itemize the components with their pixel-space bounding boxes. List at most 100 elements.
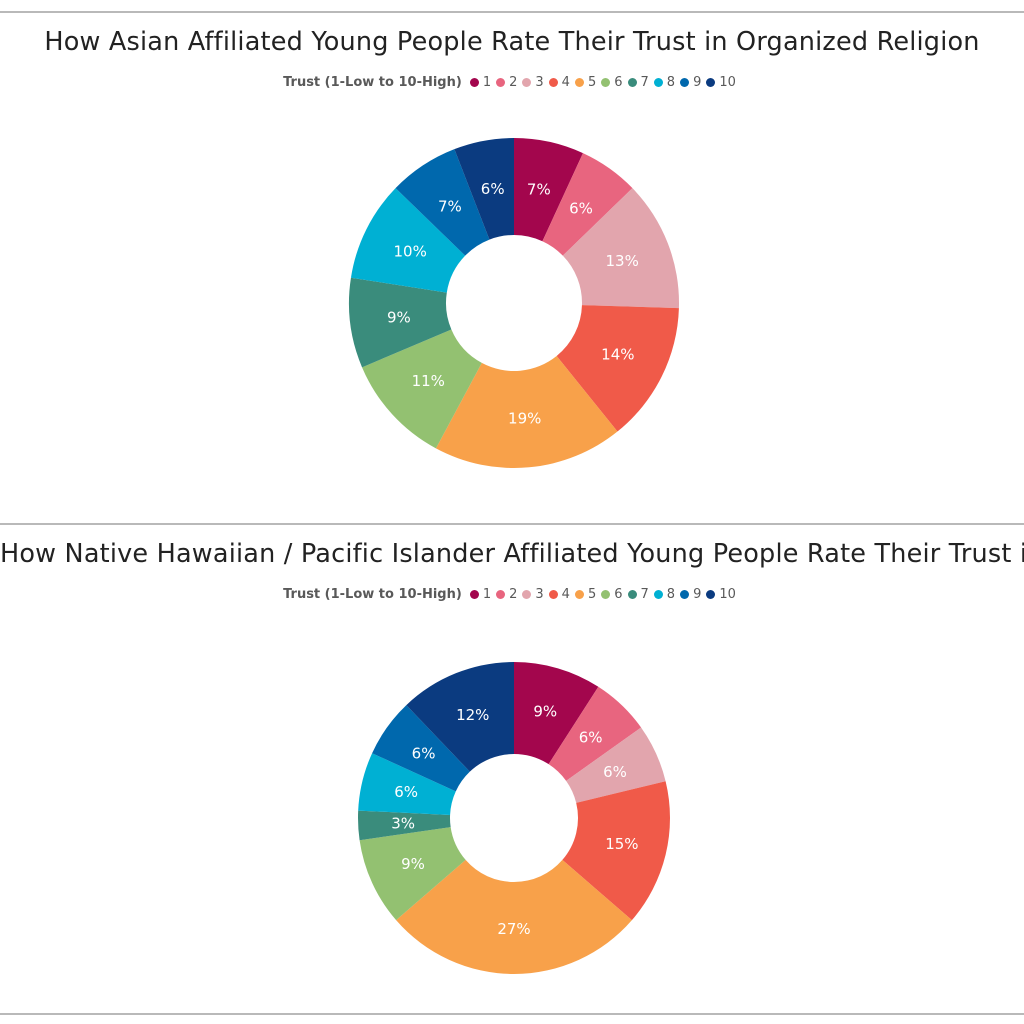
donut-slice-3 <box>566 727 666 803</box>
data-label: 7% <box>438 197 462 215</box>
data-label: 3% <box>391 814 415 832</box>
legend-item-5: 5 <box>574 587 597 602</box>
legend-swatch <box>680 78 690 87</box>
donut-slice-2 <box>542 153 633 256</box>
donut-chart: 9%6%6%15%27%9%3%6%6%12% <box>358 662 670 974</box>
legend-swatch <box>522 590 532 599</box>
legend-label: 3 <box>535 75 544 90</box>
legend-swatch <box>548 590 558 599</box>
legend-label: 9 <box>693 75 702 90</box>
data-label: 6% <box>603 763 627 781</box>
legend-item-7: 7 <box>627 587 649 602</box>
legend-label: 6 <box>614 75 623 90</box>
donut-slice-8 <box>350 188 466 293</box>
donut-slice-9 <box>372 705 470 792</box>
legend-label: 1 <box>482 75 492 90</box>
legend-label: 10 <box>719 75 736 90</box>
bottom-border <box>0 1013 1024 1015</box>
donut-slice-1 <box>514 138 583 242</box>
divider <box>0 523 1024 525</box>
legend-item-7: 7 <box>627 75 649 90</box>
legend-swatch <box>680 590 690 599</box>
donut-slice-6 <box>359 827 466 921</box>
donut-slice-5 <box>435 355 618 468</box>
legend-item-6: 6 <box>601 75 623 90</box>
donut-slice-2 <box>548 686 642 781</box>
chart-legend: Trust (1-Low to 10-High) 1 2 3 4 5 6 7 8 9 10 <box>0 75 1024 90</box>
data-label: 14% <box>601 346 634 364</box>
legend-item-8: 8 <box>653 587 676 602</box>
legend-item-2: 2 <box>496 75 517 90</box>
donut-slice-7 <box>349 277 452 368</box>
data-label: 11% <box>412 372 445 390</box>
data-label: 19% <box>508 410 541 428</box>
legend-item-5: 5 <box>574 75 597 90</box>
donut-slice-4 <box>556 305 679 432</box>
data-label: 6% <box>412 745 436 763</box>
legend-swatch <box>496 590 506 599</box>
legend-item-4: 4 <box>548 587 570 602</box>
legend-label: 7 <box>640 587 649 602</box>
legend-item-10: 10 <box>706 75 736 90</box>
legend-swatch <box>601 78 611 87</box>
legend-item-3: 3 <box>522 587 544 602</box>
donut-slice-10 <box>406 662 514 772</box>
legend-swatch <box>469 590 479 599</box>
data-label: 9% <box>387 308 411 326</box>
legend-swatch <box>601 590 611 599</box>
legend-label: 9 <box>693 587 702 602</box>
donut-slice-6 <box>362 329 482 449</box>
legend-label: 3 <box>535 587 544 602</box>
legend-item-6: 6 <box>601 587 623 602</box>
donut-slice-4 <box>562 781 670 921</box>
chart-panel-asian: How Asian Affiliated Young People Rate T… <box>0 13 1024 523</box>
legend-swatch <box>469 78 479 87</box>
donut-slice-7 <box>358 810 451 841</box>
legend-item-10: 10 <box>706 587 736 602</box>
donut-slice-1 <box>514 662 599 765</box>
legend-label: 5 <box>587 75 597 90</box>
legend-swatch <box>548 78 558 87</box>
donut-slice-9 <box>395 149 490 256</box>
legend-item-3: 3 <box>522 75 544 90</box>
data-label: 10% <box>393 242 426 260</box>
legend-title: Trust (1-Low to 10-High) <box>283 75 462 90</box>
legend-label: 10 <box>719 587 736 602</box>
donut-chart: 7% 6% 13% 14% 19% 11% 9% 10% 7% 6% <box>349 138 679 468</box>
legend-swatch <box>627 78 637 87</box>
legend-label: 7 <box>640 75 649 90</box>
legend-item-8: 8 <box>653 75 675 90</box>
data-label: 6% <box>481 180 505 198</box>
data-label: 6% <box>579 729 603 747</box>
data-label: 7% <box>527 181 551 199</box>
legend-title: Trust (1-Low to 10-High) <box>283 587 462 602</box>
legend-label: 8 <box>666 587 676 602</box>
legend-item-1: 1 <box>469 587 492 602</box>
donut-slice-3 <box>562 188 679 309</box>
legend-swatch <box>653 78 663 87</box>
legend-label: 1 <box>482 587 492 602</box>
chart-panel-nhpi: How Native Hawaiian / Pacific Islander A… <box>0 525 1024 1013</box>
legend-label: 2 <box>509 75 518 90</box>
legend-swatch <box>627 590 637 599</box>
legend-label: 5 <box>587 587 597 602</box>
chart-title: How Native Hawaiian / Pacific Islander A… <box>0 539 1024 569</box>
donut-slice-10 <box>454 138 514 240</box>
legend-swatch <box>522 78 532 87</box>
legend-swatch <box>574 590 584 599</box>
legend-label: 2 <box>509 587 518 602</box>
legend-swatch <box>653 590 663 599</box>
data-label: 27% <box>497 920 530 938</box>
data-label: 12% <box>456 706 489 724</box>
chart-title: How Asian Affiliated Young People Rate T… <box>44 27 980 57</box>
legend-item-4: 4 <box>548 75 570 90</box>
chart-legend: Trust (1-Low to 10-High) 1 2 3 4 5 6 7 8 9 10 <box>0 587 1024 602</box>
data-label: 13% <box>605 252 638 270</box>
top-border <box>0 11 1024 13</box>
data-label: 6% <box>394 783 418 801</box>
legend-swatch <box>706 590 716 599</box>
legend-label: 4 <box>561 75 570 90</box>
legend-label: 4 <box>561 587 570 602</box>
legend-swatch <box>496 78 506 87</box>
legend-item-1: 1 <box>469 75 492 90</box>
